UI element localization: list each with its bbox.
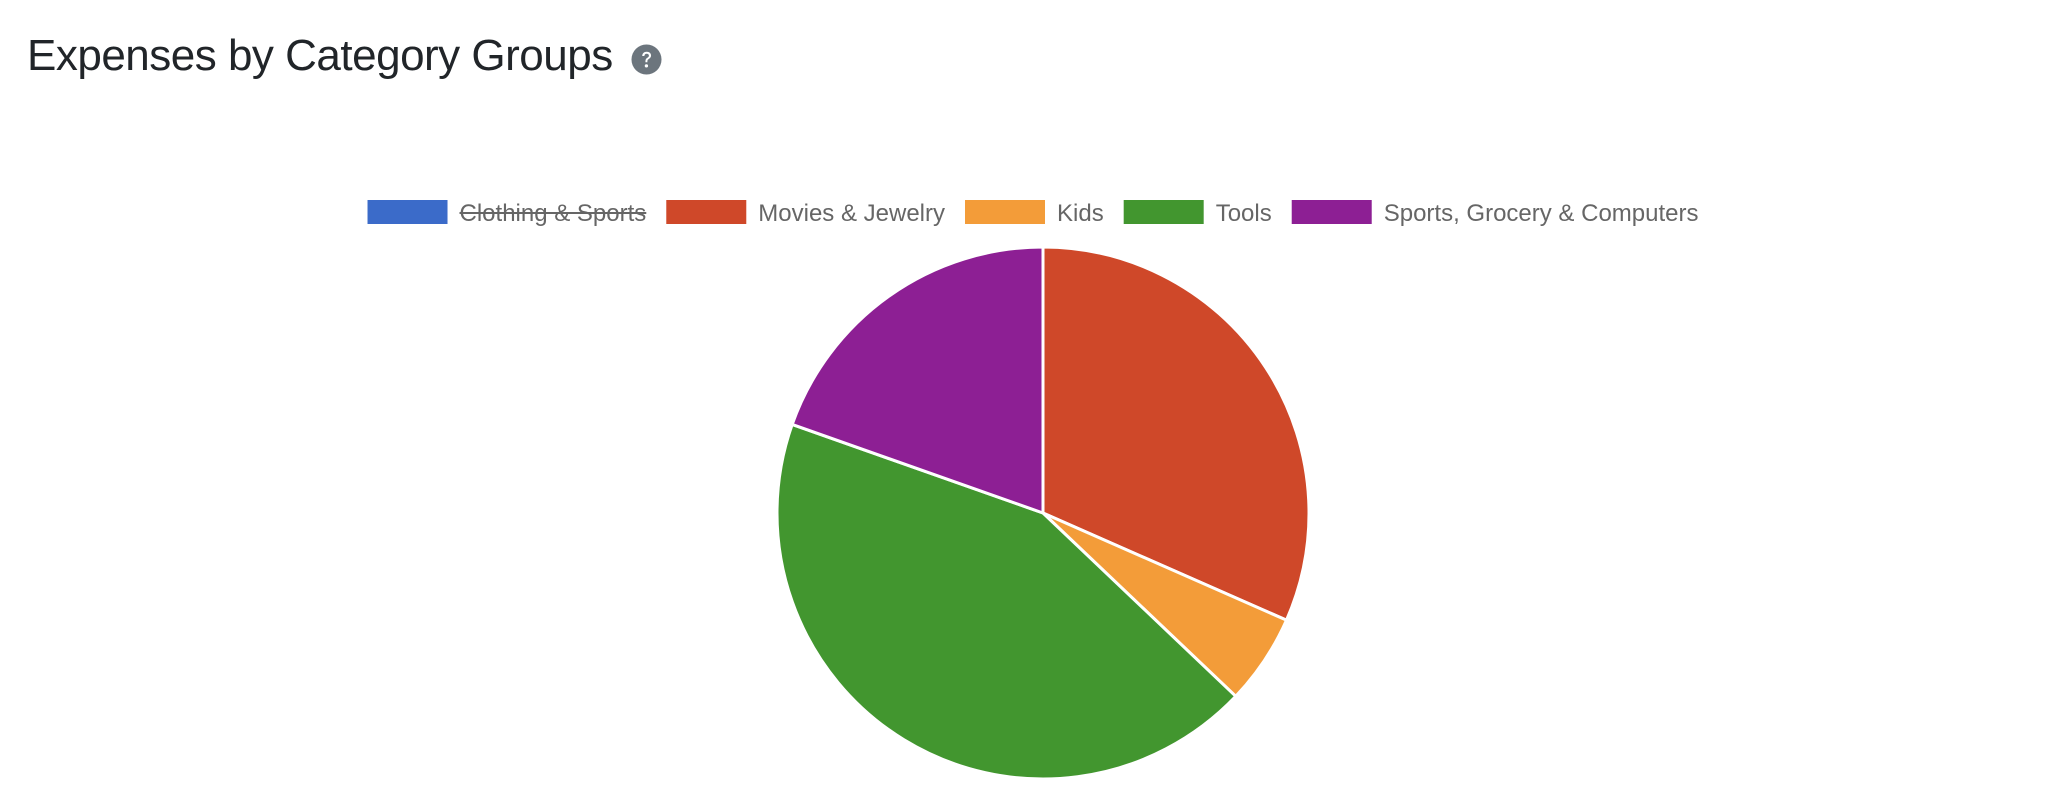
page-title: Expenses by Category Groups (27, 31, 613, 80)
legend-label-movies-and-jewelry: Movies & Jewelry (758, 200, 945, 227)
chart-header: Expenses by Category Groups (27, 26, 662, 86)
legend-item-kids[interactable]: Kids (965, 200, 1104, 227)
legend-swatch-movies-and-jewelry (666, 200, 747, 224)
chart-legend: Clothing & Sports Movies & Jewelry Kids Too… (367, 200, 1699, 227)
legend-swatch-kids (965, 200, 1045, 224)
legend-item-sports-grocery-and-computers[interactable]: Sports, Grocery & Computers (1291, 200, 1699, 227)
pie-slices (775, 245, 1311, 781)
pie-slice-movies-and-jewelry[interactable] (1041, 245, 1311, 622)
pie-slice-sports-grocery-and-computers[interactable] (790, 245, 1045, 515)
legend-swatch-sports-grocery-and-computers (1291, 200, 1372, 224)
legend-item-clothing-and-sports[interactable]: Clothing & Sports (367, 200, 647, 227)
legend-item-tools[interactable]: Tools (1123, 200, 1272, 227)
legend-label-sports-grocery-and-computers: Sports, Grocery & Computers (1384, 200, 1699, 227)
legend-item-movies-and-jewelry[interactable]: Movies & Jewelry (666, 200, 945, 227)
legend-label-tools: Tools (1216, 200, 1272, 227)
legend-swatch-clothing-and-sports (367, 200, 448, 224)
legend-swatch-tools (1123, 200, 1204, 224)
legend-label-kids: Kids (1057, 200, 1104, 227)
pie-slice-tools[interactable] (775, 422, 1238, 781)
question-circle-icon[interactable] (631, 43, 662, 75)
